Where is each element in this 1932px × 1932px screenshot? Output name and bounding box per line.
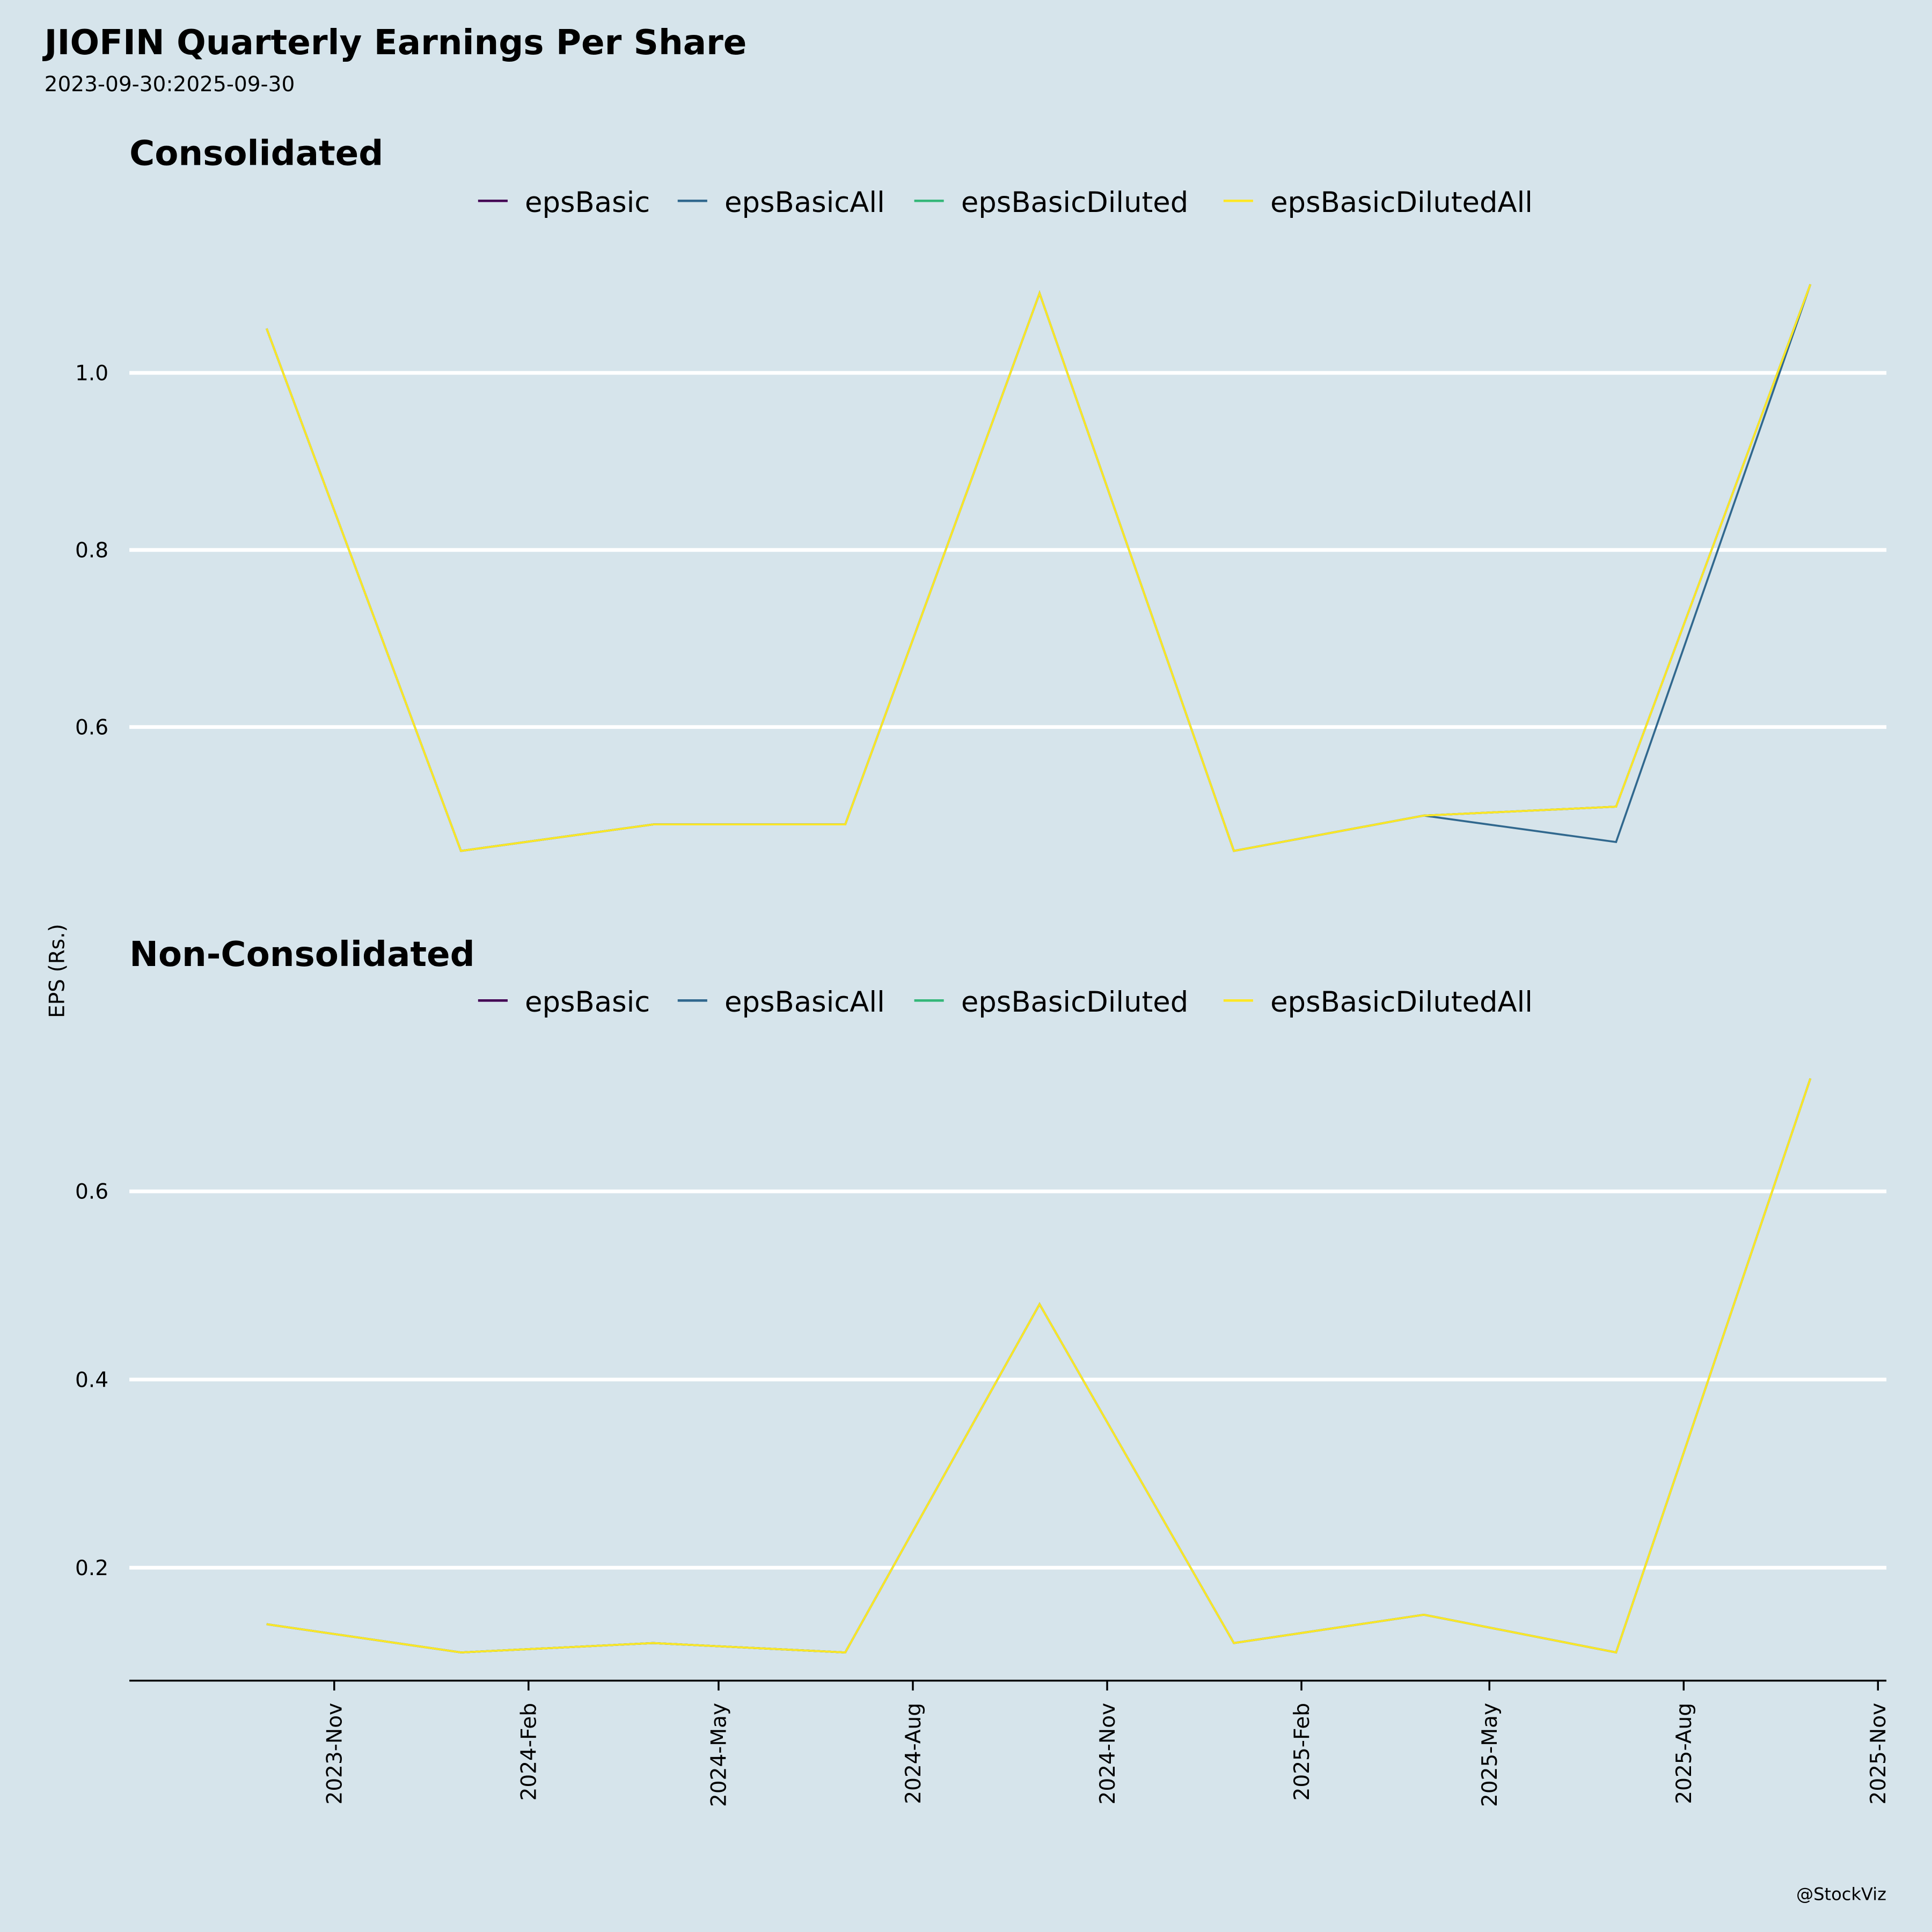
credit: @StockViz <box>1796 1884 1886 1904</box>
y-tick-label: 0.2 <box>75 1556 108 1580</box>
legend-label: epsBasicAll <box>724 186 885 219</box>
x-tick-label: 2024-Nov <box>1096 1703 1120 1805</box>
chart-title: JIOFIN Quarterly Earnings Per Share <box>42 23 747 63</box>
y-tick-label: 0.4 <box>75 1368 108 1392</box>
x-tick-label: 2025-Feb <box>1290 1703 1314 1801</box>
series-line-epsBasicDilutedAll <box>266 284 1812 852</box>
chart-subtitle: 2023-09-30:2025-09-30 <box>45 72 295 97</box>
panel-title: Non-Consolidated <box>129 934 475 975</box>
legend-label: epsBasic <box>525 186 650 219</box>
x-tick-label: 2025-Aug <box>1672 1703 1696 1804</box>
series-line-epsBasicAll <box>266 284 1812 852</box>
series-line-epsBasic <box>266 284 1812 852</box>
legend-label: epsBasicDiluted <box>961 186 1188 219</box>
x-tick-label: 2024-Aug <box>902 1703 926 1804</box>
series-line-epsBasicDilutedAll <box>266 1078 1812 1654</box>
panel-title: Consolidated <box>129 134 383 174</box>
x-tick-label: 2024-May <box>707 1703 731 1807</box>
x-tick-label: 2023-Nov <box>323 1703 347 1805</box>
legend-label: epsBasicAll <box>724 986 885 1019</box>
y-tick-label: 1.0 <box>75 362 108 386</box>
legend-label: epsBasicDilutedAll <box>1270 186 1533 219</box>
y-tick-label: 0.6 <box>75 1180 108 1204</box>
legend-label: epsBasicDilutedAll <box>1270 986 1533 1019</box>
legend-label: epsBasic <box>525 986 650 1019</box>
y-tick-label: 0.6 <box>75 715 108 740</box>
x-tick-label: 2025-May <box>1478 1703 1502 1807</box>
x-tick-label: 2025-Nov <box>1867 1703 1891 1805</box>
y-axis-label: EPS (Rs.) <box>45 924 69 1018</box>
y-tick-label: 0.8 <box>75 539 108 563</box>
series-line-epsBasicDiluted <box>266 284 1812 852</box>
legend-label: epsBasicDiluted <box>961 986 1188 1019</box>
x-tick-label: 2024-Feb <box>517 1703 541 1801</box>
